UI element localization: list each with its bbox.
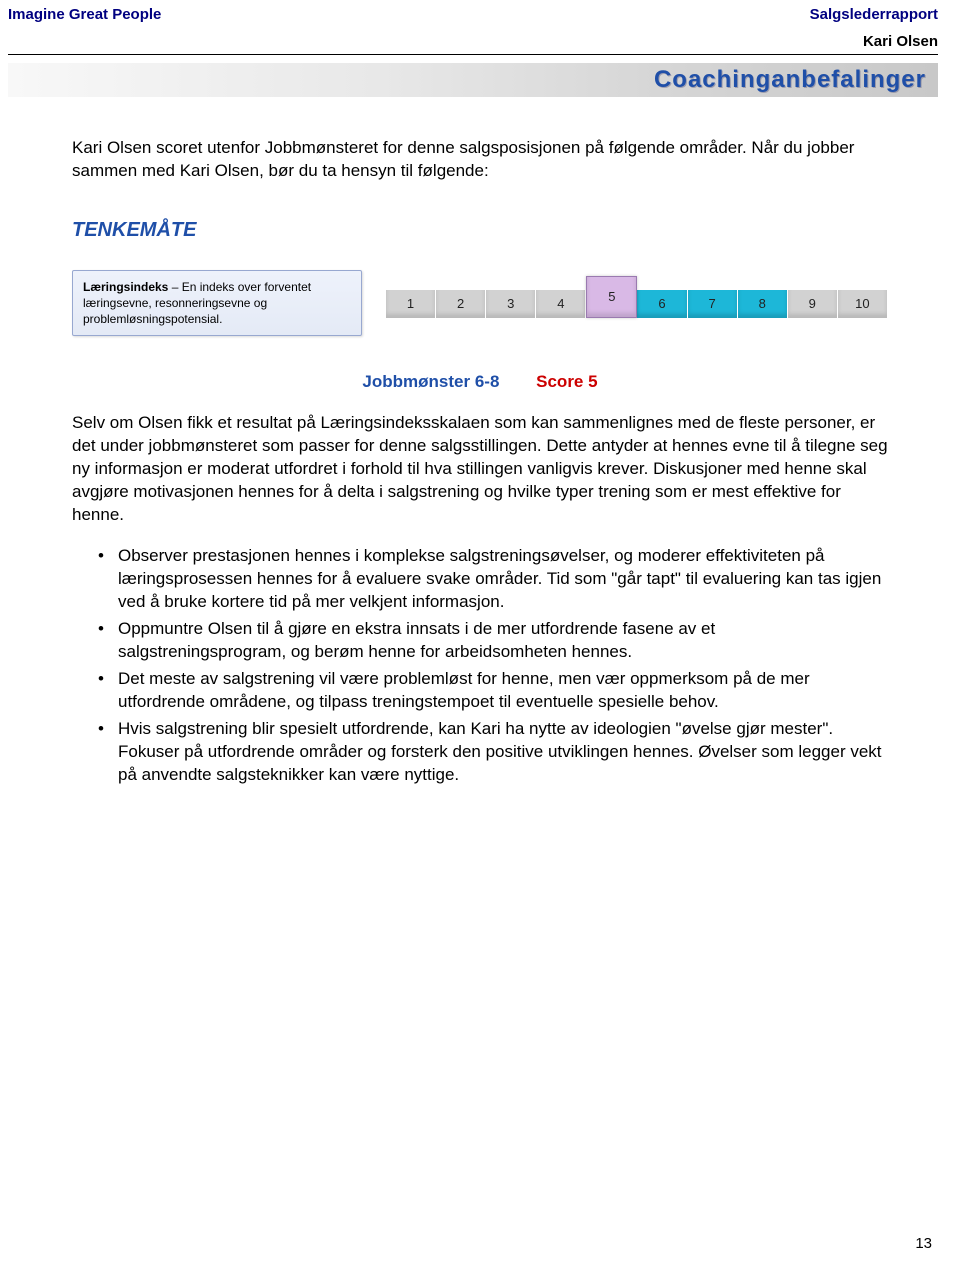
page-header: Imagine Great People Salgslederrapport K…: [0, 0, 960, 52]
header-person-name: Kari Olsen: [810, 33, 938, 50]
scale-cell-5: 5: [586, 276, 637, 318]
scale-cell-4: 4: [536, 290, 586, 318]
list-item: Hvis salgstrening blir spesielt utfordre…: [98, 718, 888, 787]
list-item: Observer prestasjonen hennes i komplekse…: [98, 545, 888, 614]
page-title: Coachinganbefalinger: [654, 66, 926, 94]
page-number: 13: [915, 1235, 932, 1252]
index-definition-box: Læringsindeks – En indeks over forventet…: [72, 270, 362, 337]
pattern-score-line: Jobbmønster 6-8 Score 5: [72, 372, 888, 392]
recommendation-list: Observer prestasjonen hennes i komplekse…: [72, 545, 888, 786]
index-sep: –: [168, 280, 181, 294]
scale-cell-3: 3: [486, 290, 536, 318]
scale-cell-10: 10: [838, 290, 888, 318]
list-item: Oppmuntre Olsen til å gjøre en ekstra in…: [98, 618, 888, 664]
header-rule: [8, 54, 938, 55]
list-item: Det meste av salgstrening vil være probl…: [98, 668, 888, 714]
scale-cell-2: 2: [436, 290, 486, 318]
intro-paragraph: Kari Olsen scoret utenfor Jobbmønsteret …: [72, 137, 888, 183]
header-report-title: Salgslederrapport: [810, 6, 938, 23]
scale-cell-1: 1: [386, 290, 436, 318]
section-heading: TENKEMÅTE: [72, 219, 888, 242]
header-left: Imagine Great People: [8, 6, 161, 50]
scale-cell-7: 7: [688, 290, 738, 318]
score-scale: 12345678910: [386, 276, 888, 318]
score-label: Score 5: [536, 372, 597, 391]
job-pattern-label: Jobbmønster 6-8: [362, 372, 499, 391]
scale-cell-8: 8: [738, 290, 788, 318]
index-title: Læringsindeks: [83, 280, 168, 294]
header-right: Salgslederrapport Kari Olsen: [810, 6, 938, 50]
scale-cell-6: 6: [637, 290, 687, 318]
content-area: Kari Olsen scoret utenfor Jobbmønsteret …: [0, 97, 960, 787]
scale-row: Læringsindeks – En indeks over forventet…: [72, 270, 888, 337]
scale-cell-9: 9: [788, 290, 838, 318]
scale-wrap: 12345678910: [386, 270, 888, 318]
body-paragraph: Selv om Olsen fikk et resultat på Læring…: [72, 412, 888, 527]
title-band: Coachinganbefalinger: [8, 63, 938, 97]
